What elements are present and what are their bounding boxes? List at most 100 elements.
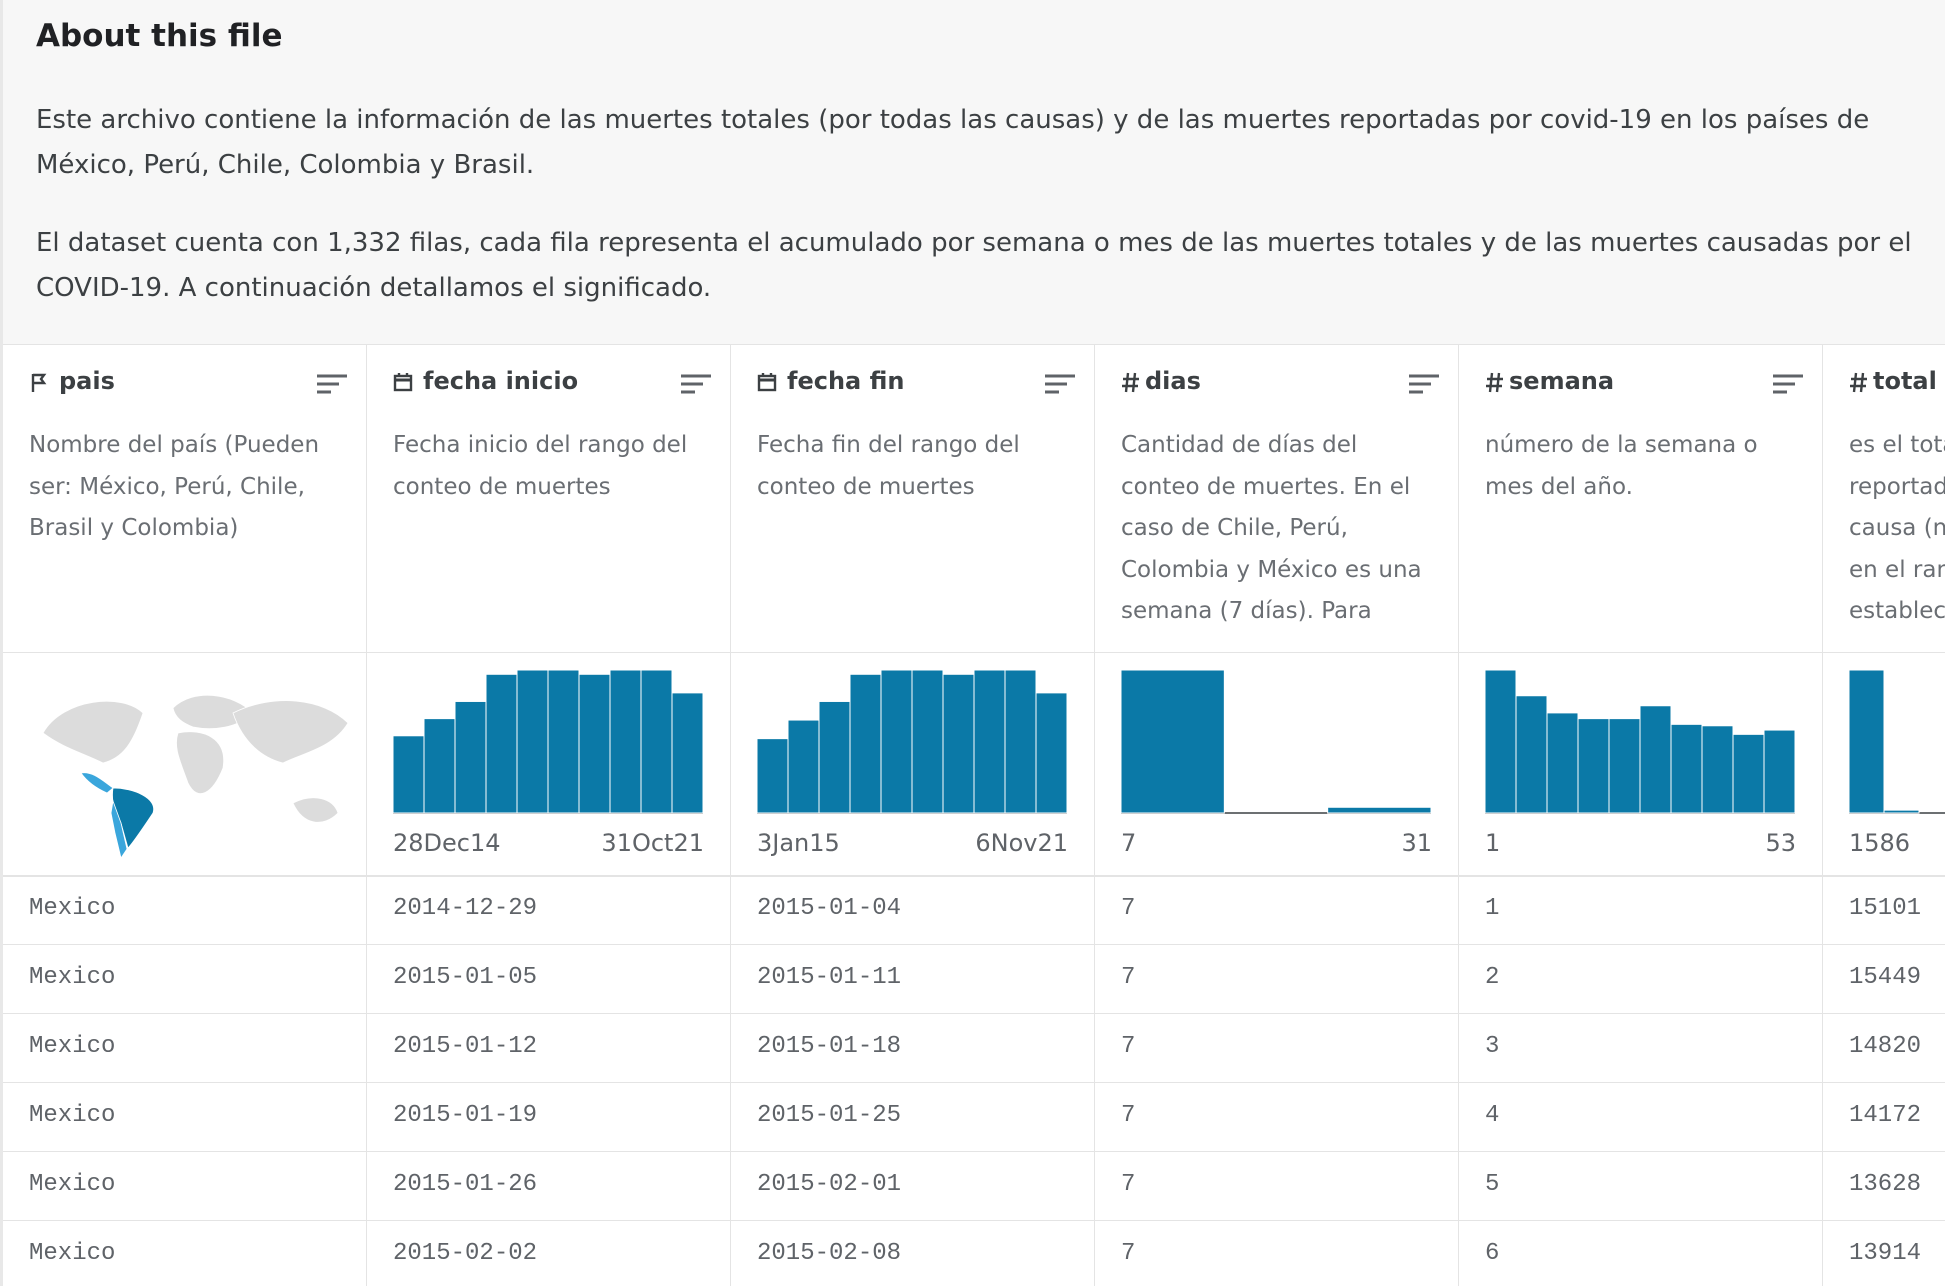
histogram-bar: [547, 669, 580, 814]
histogram-bar: [787, 719, 820, 814]
range-label: 6Nov21: [975, 829, 1068, 857]
column: total r es el tota reportad causa (n en e…: [1823, 345, 1945, 1286]
histogram-bar: [423, 718, 456, 814]
range-label: 7: [1121, 829, 1137, 857]
table-cell: 7: [1121, 964, 1136, 991]
histogram-bar: [1546, 712, 1579, 814]
histogram-bar: [516, 669, 549, 814]
icon-part: [1850, 372, 1867, 393]
icon-part: [393, 374, 413, 392]
summary-cell: 28Dec14 31Oct21: [367, 652, 730, 877]
table-cell: 2015-02-01: [757, 1171, 902, 1198]
table-cell: 7: [1121, 1171, 1136, 1198]
summary-cell: 7 31: [1095, 652, 1458, 877]
about-header: About this file Este archivo contiene la…: [3, 0, 1945, 345]
column-description: Cantidad de días del conteo de muertes. …: [1121, 432, 1422, 624]
type-icon: [1486, 372, 1503, 393]
table-cell: 2015-01-11: [757, 964, 902, 991]
histogram-bar: [1484, 669, 1517, 814]
map-shape: [42, 700, 144, 764]
column: fecha fin Fecha fin del rango del conteo …: [731, 345, 1095, 1286]
histogram-bar: [640, 669, 673, 814]
range-label: 53: [1765, 829, 1796, 857]
table-cell: 6: [1485, 1240, 1500, 1267]
column-description: Fecha fin del rango del conteo de muerte…: [757, 432, 1020, 500]
histogram-bar: [1577, 718, 1610, 814]
table-cell: 2: [1485, 964, 1500, 991]
sort-button[interactable]: [1045, 373, 1075, 395]
histogram: [1484, 669, 1796, 814]
row-divider: [3, 1151, 1945, 1152]
table-cell: 3: [1485, 1033, 1500, 1060]
sort-button[interactable]: [681, 373, 711, 395]
histogram-bar: [485, 673, 518, 814]
table-cell: 4: [1485, 1102, 1500, 1129]
histogram-bar: [454, 700, 487, 814]
map-shape: [172, 694, 254, 729]
table-cell: 2015-01-19: [393, 1102, 538, 1129]
histogram-bar: [973, 669, 1006, 814]
histogram-bar: [849, 673, 882, 814]
histogram-bar: [1848, 669, 1885, 814]
table-cell: Mexico: [29, 1171, 116, 1198]
histogram-bar: [578, 673, 611, 814]
summary-cell: 3Jan15 6Nov21: [731, 652, 1094, 877]
icon-part: [1122, 372, 1139, 393]
type-icon: [1122, 372, 1139, 393]
table-cell: 7: [1121, 1033, 1136, 1060]
column-name: total r: [1873, 367, 1945, 395]
histogram-bar: [1004, 669, 1037, 814]
map-shape: [292, 797, 339, 823]
table-cell: 2015-01-05: [393, 964, 538, 991]
column-name: dias: [1145, 367, 1201, 395]
icon-part: [31, 373, 47, 392]
range-label: 3Jan15: [757, 829, 840, 857]
table-cell: Mexico: [29, 1240, 116, 1267]
histogram-bar: [671, 692, 704, 814]
histogram-bar: [1763, 729, 1796, 814]
histogram: [1848, 669, 1945, 814]
histogram: [756, 669, 1068, 814]
icon-part: [757, 374, 777, 392]
table-cell: 14172: [1849, 1102, 1922, 1129]
type-icon: [393, 373, 413, 392]
map-shape: [110, 799, 128, 859]
range-label: 31: [1401, 829, 1432, 857]
histogram-bar: [756, 738, 789, 814]
column-name: fecha inicio: [423, 367, 579, 395]
histogram-bar: [880, 669, 913, 814]
table-cell: 2015-02-08: [757, 1240, 902, 1267]
sort-button[interactable]: [317, 373, 347, 395]
histogram-bar: [942, 673, 975, 814]
table-cell: Mexico: [29, 1033, 116, 1060]
type-icon: [757, 373, 777, 392]
histogram-bar: [1883, 809, 1920, 814]
row-divider: [3, 1220, 1945, 1221]
histogram-bar: [1327, 806, 1432, 814]
column-name: pais: [59, 367, 115, 395]
column-name: semana: [1509, 367, 1615, 395]
range-label: 28Dec14: [393, 829, 501, 857]
histogram-bar: [911, 669, 944, 814]
table-cell: 13914: [1849, 1240, 1922, 1267]
histogram-bar: [1639, 705, 1672, 814]
column: fecha inicio Fecha inicio del rango del c…: [367, 345, 731, 1286]
column: dias Cantidad de días del conteo de muert…: [1095, 345, 1459, 1286]
row-divider: [3, 875, 1945, 876]
column-description: es el tota reportad causa (n en el ran e…: [1849, 432, 1945, 624]
map-shape: [80, 772, 114, 794]
column: pais Nombre del país (Pueden ser: México,…: [3, 345, 367, 1286]
table-cell: 2015-01-12: [393, 1033, 538, 1060]
column: semana número de la semana o mes del año.…: [1459, 345, 1823, 1286]
histogram-bar: [609, 669, 642, 814]
histogram-bar: [1035, 692, 1068, 814]
sort-button[interactable]: [1409, 373, 1439, 395]
paragraph: Este archivo contiene la información de …: [36, 105, 1870, 180]
histogram-bar: [1515, 695, 1548, 814]
column-description: Fecha inicio del rango del conteo de mue…: [393, 432, 688, 500]
histogram-bar: [1732, 733, 1765, 814]
sort-button[interactable]: [1773, 373, 1803, 395]
table-cell: Mexico: [29, 1102, 116, 1129]
range-label: 1: [1485, 829, 1501, 857]
